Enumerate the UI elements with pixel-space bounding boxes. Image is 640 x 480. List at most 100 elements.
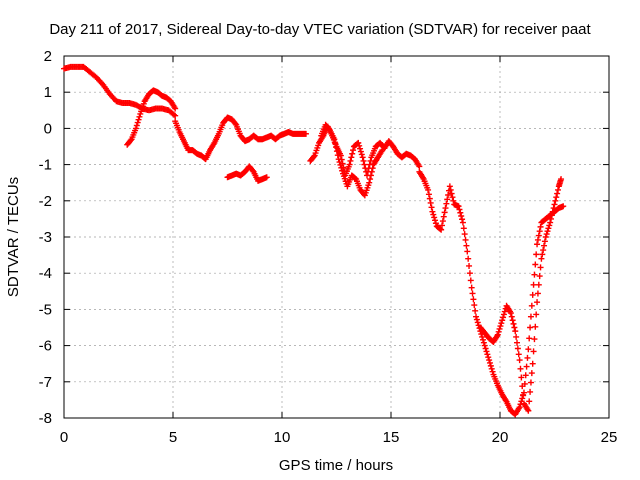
data-point [431,214,438,221]
data-point [466,262,473,269]
data-point [541,238,548,245]
data-point [335,156,342,163]
data-point [546,222,553,229]
data-point [450,197,457,204]
data-point [428,204,435,211]
x-tick-label: 25 [601,429,618,446]
data-point [455,203,462,210]
data-point [459,219,466,226]
data-point [498,320,505,327]
data-point [172,112,179,119]
data-point [536,273,543,280]
data-point [494,331,501,338]
data-point [485,354,492,361]
data-point [443,200,450,207]
data-point [509,317,516,324]
data-point [333,148,340,155]
data-point [516,357,523,364]
data-point [460,225,467,232]
data-point [357,148,364,155]
data-point [232,120,239,127]
data-point [466,270,473,277]
data-point [558,176,565,183]
data-point [486,359,493,366]
data-point [133,122,140,129]
data-point [357,145,364,152]
data-point [361,161,368,168]
data-point [334,152,341,159]
y-tick-label: -6 [39,338,52,355]
data-point [448,190,455,197]
data-point [527,313,534,320]
data-point [516,404,523,411]
data-point [468,284,475,291]
data-point [462,236,469,243]
data-point [481,342,488,349]
data-point [346,161,353,168]
data-point [530,281,537,288]
data-point [426,195,433,202]
y-tick-label: -3 [39,229,52,246]
data-point [508,313,515,320]
data-point [333,144,340,151]
data-point [467,277,474,284]
data-point [519,395,526,402]
y-tick-label: 0 [44,120,52,137]
data-point [513,333,520,340]
data-point [531,271,538,278]
data-point [539,251,546,258]
data-point [536,228,543,235]
data-point [331,136,338,143]
data-point [500,311,507,318]
data-point [430,211,437,218]
data-point [530,348,537,355]
data-point [560,203,567,210]
data-point [367,157,374,164]
data-point [554,186,561,193]
data-point [535,281,542,288]
data-point [458,213,465,220]
data-point [366,179,373,186]
data-point [263,174,270,181]
data-point [545,225,552,232]
data-point [522,372,529,379]
data-point [480,339,487,346]
data-point [461,231,468,238]
plot-frame [63,55,610,419]
data-point [456,206,463,213]
data-point [463,242,470,249]
data-point [369,165,376,172]
y-tick-label: -1 [39,157,52,174]
data-point [550,205,557,212]
data-point [444,196,451,203]
data-point [488,365,495,372]
data-point [525,407,532,414]
data-point [425,191,432,198]
data-point [514,345,521,352]
data-point [527,324,534,331]
data-point [535,232,542,239]
x-tick-label: 15 [383,429,400,446]
data-point [439,218,446,225]
data-point [432,217,439,224]
data-point [310,153,317,160]
data-point [525,346,532,353]
x-tick-label: 20 [492,429,509,446]
data-point [529,291,536,298]
data-point [472,307,479,314]
data-point [348,154,355,161]
data-point [523,363,530,370]
data-point [534,290,541,297]
data-point [511,324,518,331]
data-point [534,299,541,306]
data-point [360,157,367,164]
data-point [542,234,549,240]
data-point [538,255,545,262]
data-point [446,183,453,190]
data-point [549,208,556,215]
data-point [347,157,354,164]
data-point [532,323,539,330]
data-point [349,150,356,157]
